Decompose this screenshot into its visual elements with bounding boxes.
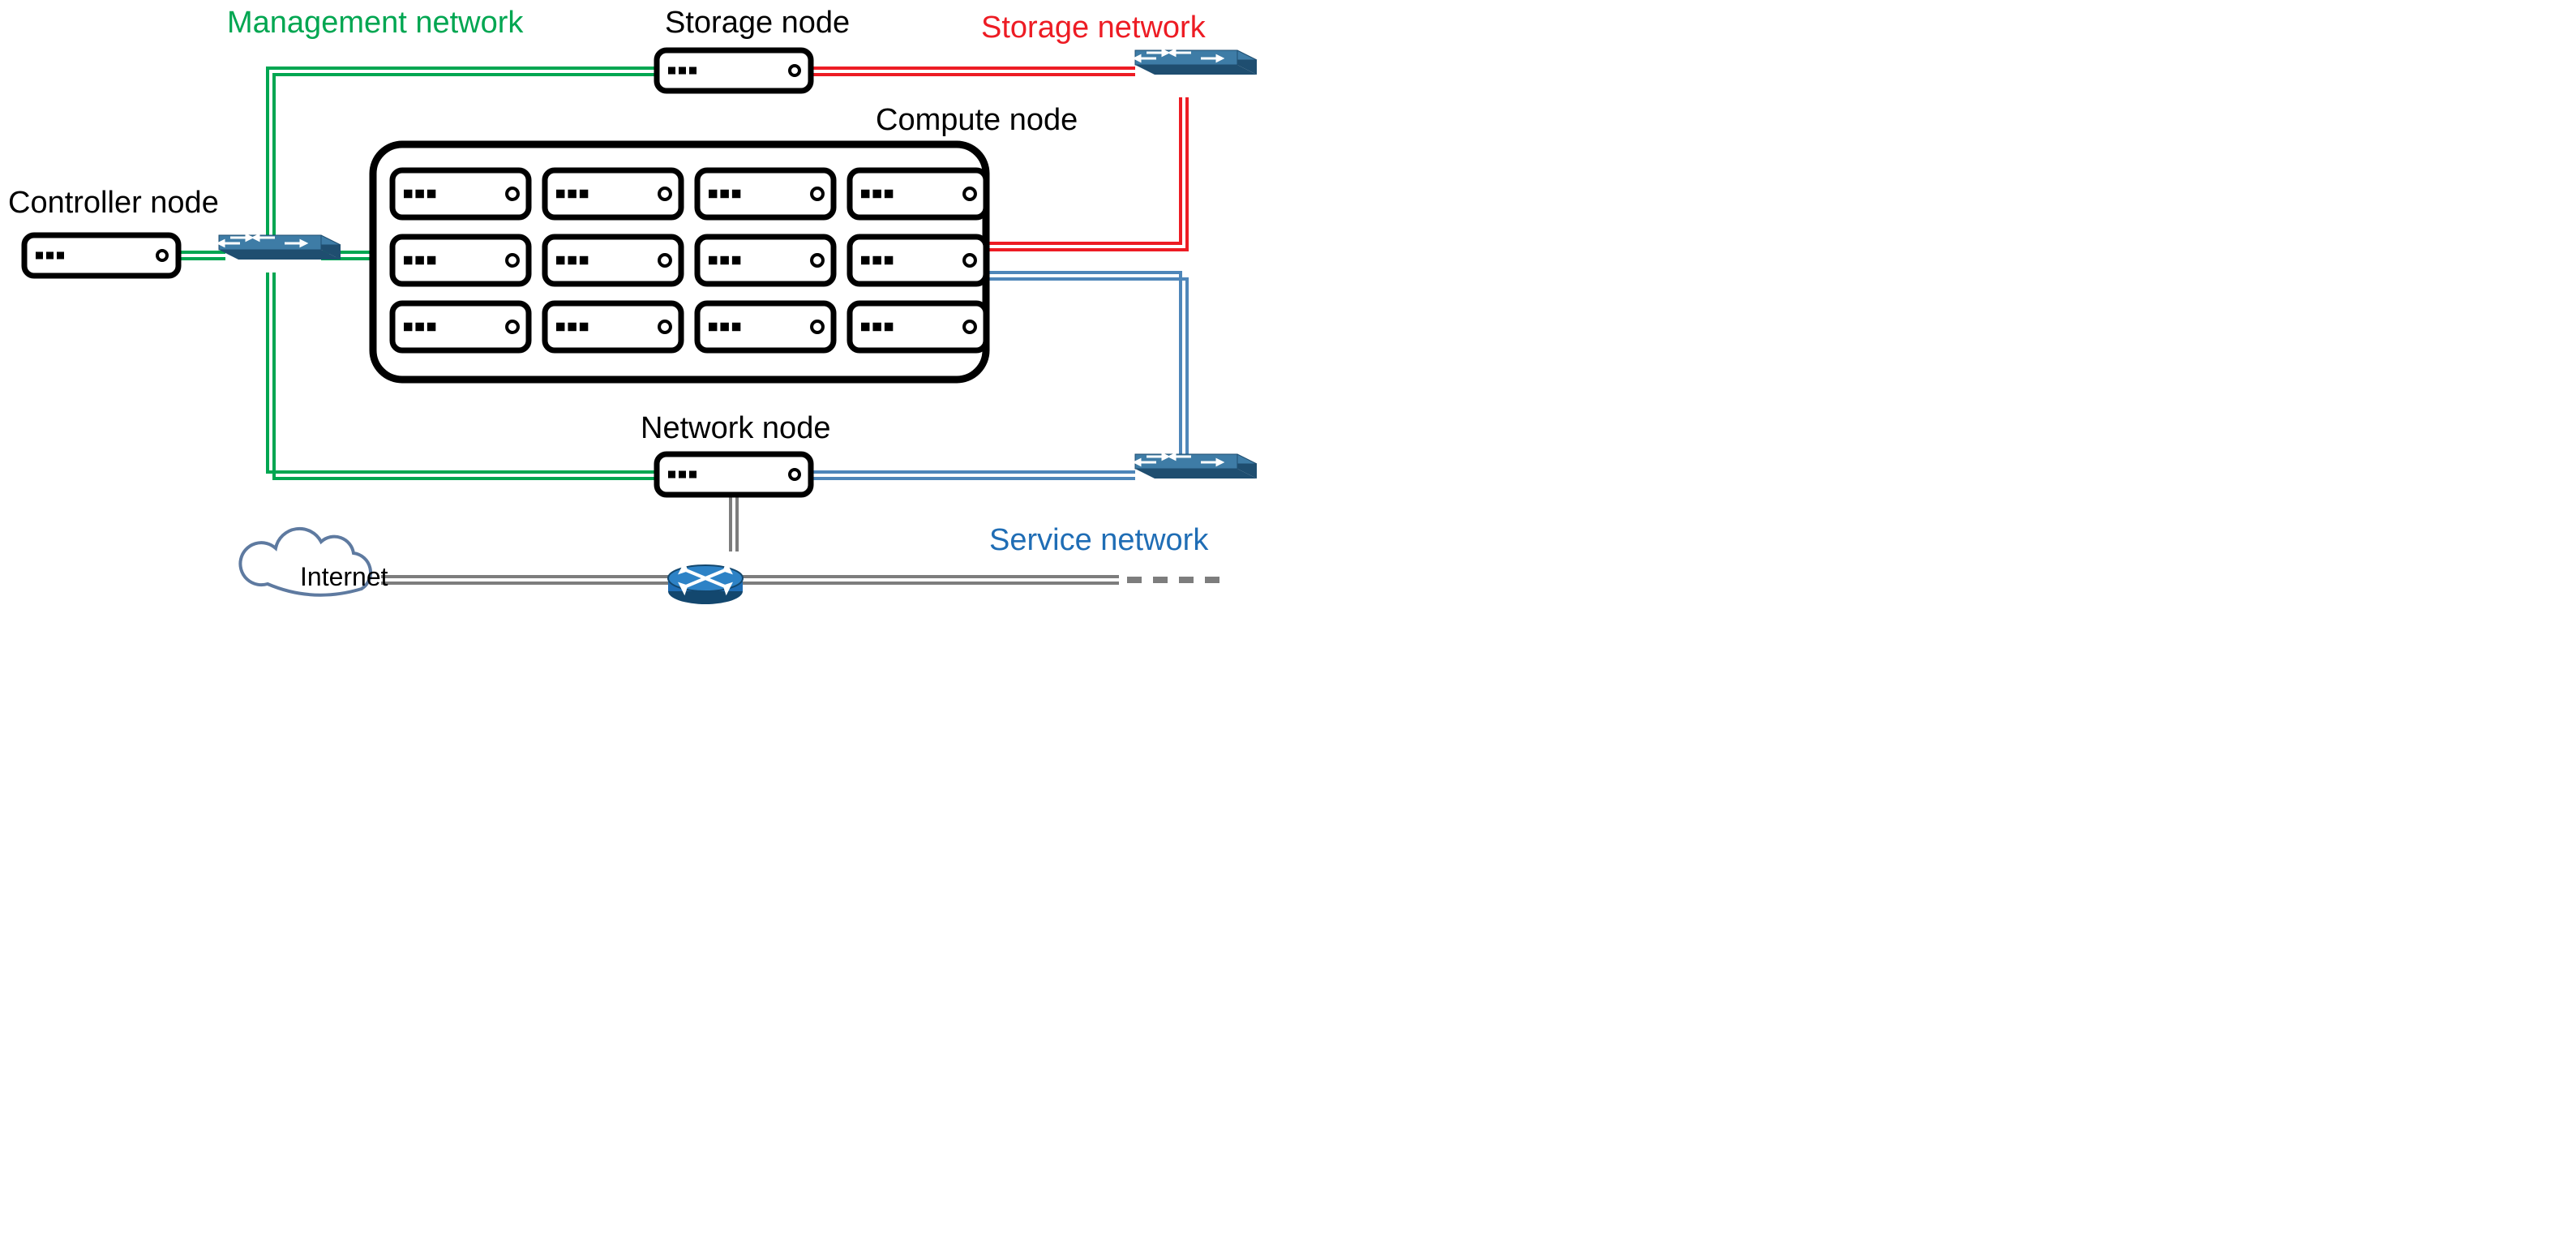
- compute-server: [545, 170, 681, 217]
- label-controller: Controller node: [8, 186, 219, 220]
- label-compute: Compute node: [876, 103, 1078, 137]
- compute-server: [392, 170, 529, 217]
- compute-server: [850, 170, 986, 217]
- compute-server: [392, 237, 529, 284]
- compute-server: [850, 237, 986, 284]
- label-internet: Internet: [300, 562, 388, 591]
- label-network_node: Network node: [641, 411, 830, 445]
- label-storage_node: Storage node: [665, 6, 850, 40]
- compute-server: [697, 170, 834, 217]
- controller-server: [24, 235, 178, 276]
- switch-bottom-right: [1135, 454, 1257, 479]
- compute-server: [545, 303, 681, 350]
- switch-left: [219, 235, 341, 260]
- label-storage_net: Storage network: [981, 11, 1207, 45]
- compute-server: [392, 303, 529, 350]
- network-diagram: Controller node Management network Storage…: [0, 0, 1288, 618]
- router-icon: [668, 565, 743, 604]
- compute-server: [697, 303, 834, 350]
- compute-server: [850, 303, 986, 350]
- compute-server: [545, 237, 681, 284]
- storage-server: [657, 50, 811, 91]
- compute-server: [697, 237, 834, 284]
- network-server: [657, 454, 811, 495]
- switch-top-right: [1135, 50, 1257, 75]
- label-service_net: Service network: [989, 523, 1209, 557]
- label-management: Management network: [227, 6, 524, 40]
